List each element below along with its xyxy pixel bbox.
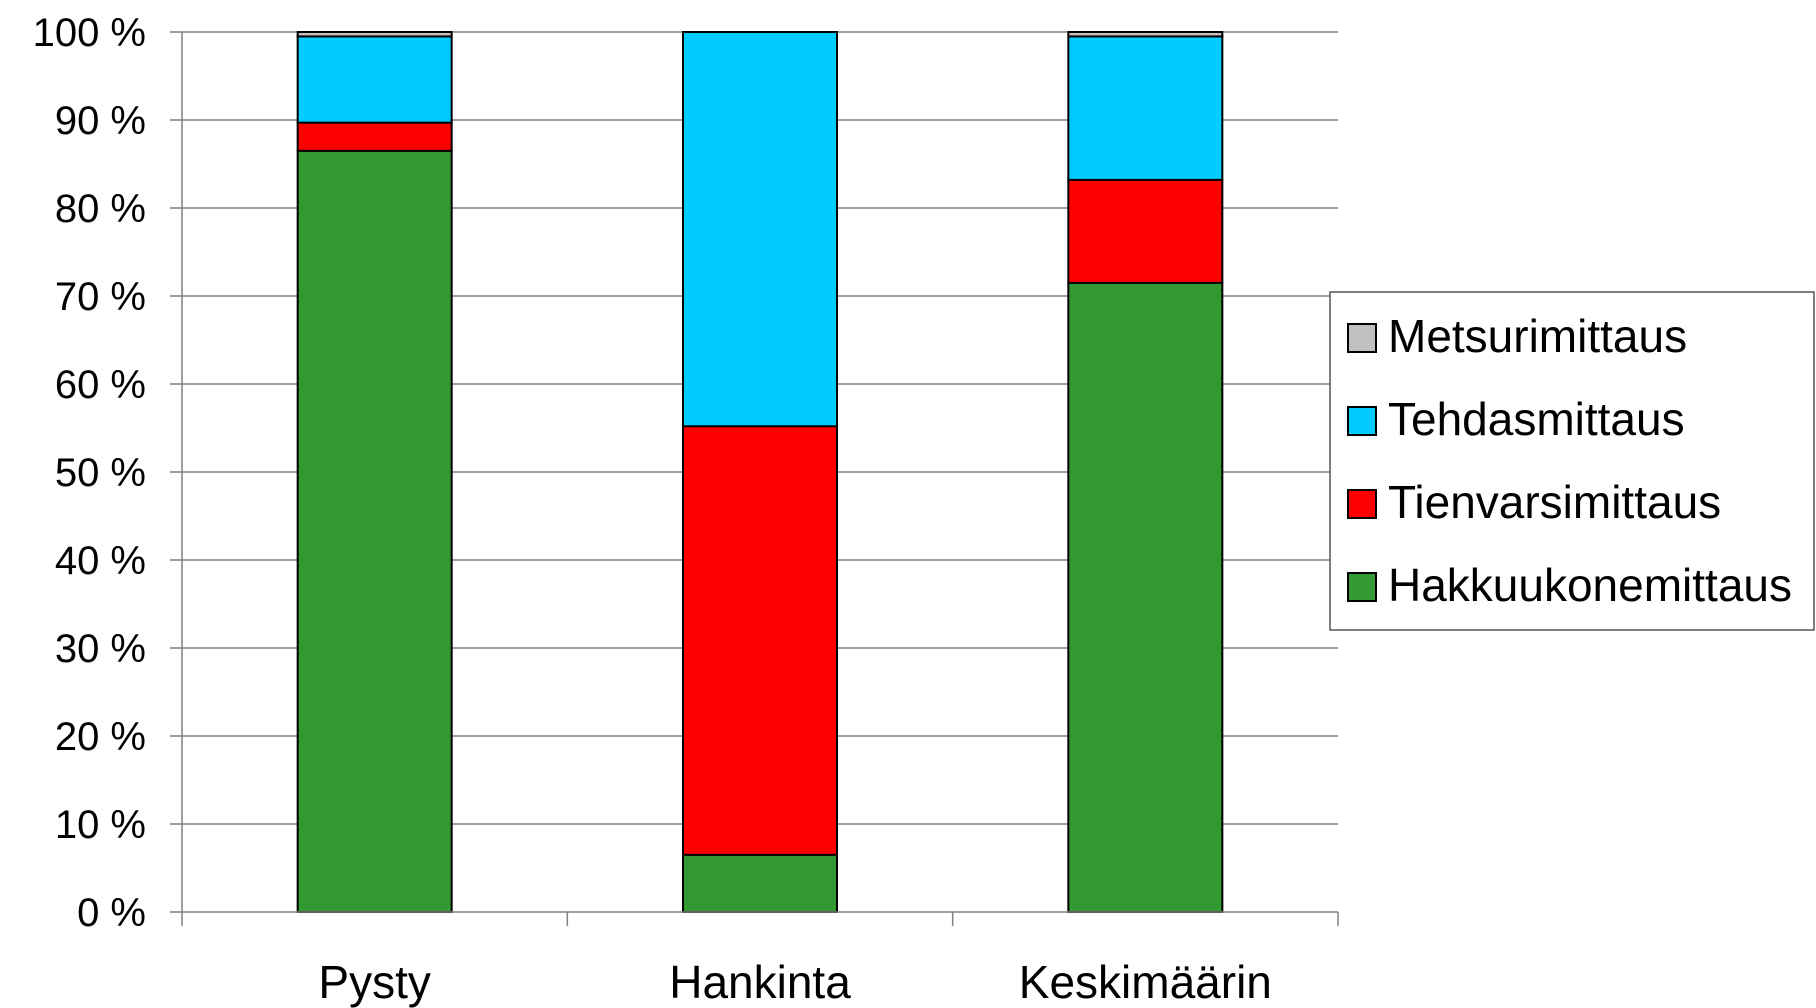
bar-segment-tehdasmittaus-2 xyxy=(1067,35,1224,181)
bar-segment-hakkuukonemittaus-0 xyxy=(296,149,453,914)
y-tick-label: 70 % xyxy=(55,275,146,319)
legend-swatch-metsurimittaus xyxy=(1347,323,1377,353)
y-tick-label: 30 % xyxy=(55,627,146,671)
legend-label-tienvarsimittaus: Tienvarsimittaus xyxy=(1388,476,1721,528)
y-tick-label: 40 % xyxy=(55,539,146,583)
y-tick-label: 50 % xyxy=(55,451,146,495)
bar-segment-hakkuukonemittaus-1 xyxy=(682,853,838,913)
y-tick-label: 20 % xyxy=(55,715,146,759)
legend-swatch-tehdasmittaus xyxy=(1347,406,1377,436)
legend-box xyxy=(1329,291,1815,631)
y-tick-label: 10 % xyxy=(55,803,146,847)
bar-segment-tienvarsimittaus-2 xyxy=(1067,178,1224,284)
legend: Metsurimittaus Tehdasmittaus Tienvarsimitt… xyxy=(1329,291,1815,631)
bar-segment-tehdasmittaus-0 xyxy=(296,35,453,124)
bars xyxy=(296,31,1224,914)
legend-label-tehdasmittaus: Tehdasmittaus xyxy=(1388,393,1685,445)
bar-segment-tienvarsimittaus-1 xyxy=(682,425,838,856)
axes: 0 % 10 % 20 % 30 % 40 % 50 % 60 % 70 % 80 % 90 % 1… xyxy=(33,11,1339,1008)
legend-label-hakkuukonemittaus: Hakkuukonemittaus xyxy=(1388,559,1792,611)
y-tick-label: 90 % xyxy=(55,99,146,143)
y-tick-label: 0 % xyxy=(77,891,146,935)
bar-segment-tehdasmittaus-1 xyxy=(682,31,838,428)
x-tick-label: Hankinta xyxy=(669,956,851,1008)
x-tick-label: Pysty xyxy=(318,956,430,1008)
y-tick-label: 80 % xyxy=(55,187,146,231)
legend-swatch-hakkuukonemittaus xyxy=(1347,572,1377,602)
x-tick-label: Keskimäärin xyxy=(1019,956,1272,1008)
bar-segment-tienvarsimittaus-0 xyxy=(296,121,453,152)
legend-label-metsurimittaus: Metsurimittaus xyxy=(1388,310,1687,362)
y-tick-label: 100 % xyxy=(33,11,146,55)
y-tick-label: 60 % xyxy=(55,363,146,407)
legend-swatch-tienvarsimittaus xyxy=(1347,489,1377,519)
bar-segment-hakkuukonemittaus-2 xyxy=(1067,281,1224,913)
